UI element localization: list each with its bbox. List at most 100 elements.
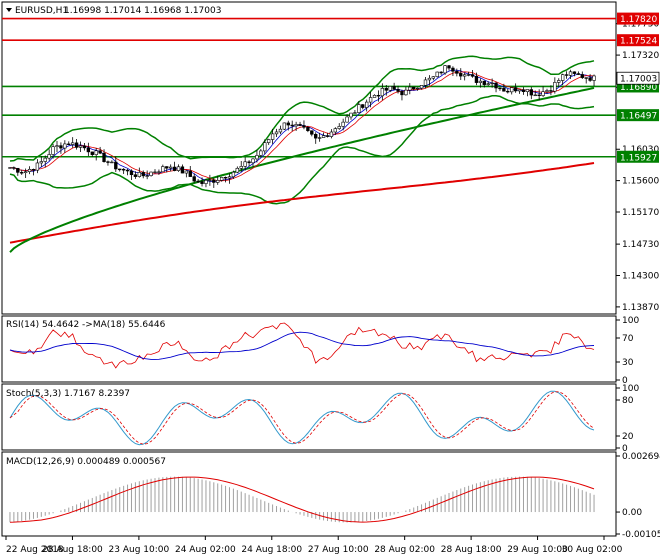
candle-body: [463, 74, 467, 77]
candle-body: [553, 82, 557, 92]
candle-body: [494, 82, 498, 89]
candle-body: [290, 124, 294, 127]
time-tick-label: 23 Aug 10:00: [109, 545, 170, 555]
candle-body: [274, 131, 279, 135]
candle-body: [23, 171, 28, 173]
candle-body: [372, 94, 377, 98]
candle-body: [439, 71, 443, 74]
price-tick-label: 1.13870: [622, 303, 659, 313]
level-tag: [617, 150, 659, 163]
candle-body: [545, 90, 549, 92]
candle-body: [592, 75, 596, 81]
candle-body: [39, 161, 43, 164]
candle-body: [557, 80, 561, 83]
candle-body: [145, 175, 149, 177]
candle-body: [588, 77, 592, 81]
candle-body: [286, 122, 290, 126]
candle-body: [63, 143, 67, 149]
candle-body: [525, 89, 530, 93]
level-tag: [617, 34, 659, 47]
candle-body: [212, 179, 216, 183]
candle-body: [239, 166, 243, 169]
sub-tick-label: 30: [622, 358, 634, 368]
candle-body: [345, 116, 349, 123]
candle-body: [157, 171, 161, 173]
candle-body: [102, 152, 106, 162]
candle-body: [521, 89, 526, 93]
candle-body: [298, 124, 302, 126]
candle-body: [408, 86, 412, 91]
candle-body: [125, 169, 130, 172]
candle-body: [67, 143, 71, 146]
sub-tick-label: 20: [622, 432, 634, 442]
candle-body: [12, 167, 16, 169]
price-tick-label: 1.17320: [622, 51, 659, 61]
candle-body: [282, 122, 287, 130]
candle-body: [71, 142, 75, 145]
candle-body: [267, 139, 271, 143]
rsi-label: RSI(14) 54.4642 ->MA(18) 55.6446: [6, 320, 166, 330]
candle-body: [255, 155, 259, 160]
candle-body: [184, 170, 189, 174]
candle-body: [259, 150, 263, 156]
candle-body: [349, 112, 353, 118]
candle-body: [470, 74, 475, 77]
candle-body: [576, 73, 581, 75]
time-tick-label: 22 Aug 2018: [6, 545, 64, 555]
candle-body: [165, 166, 169, 169]
candle-body: [400, 91, 404, 96]
candle-body: [153, 171, 157, 174]
sub-tick-label: 100: [622, 384, 639, 394]
candle-body: [580, 74, 584, 78]
candle-body: [149, 171, 153, 176]
price-tick-label: 1.15170: [622, 208, 659, 218]
candle-body: [447, 65, 451, 69]
price-tick-label: 1.17750: [622, 20, 659, 30]
candle-body: [43, 157, 47, 162]
level-tag-label: 1.17524: [620, 37, 657, 47]
symbol-dropdown-icon[interactable]: [6, 8, 12, 12]
level-tag: [617, 12, 659, 25]
candle-body: [357, 104, 361, 113]
candle-body: [208, 179, 212, 182]
candle-body: [129, 170, 134, 176]
candle-body: [278, 128, 283, 133]
candle-body: [486, 83, 490, 85]
candle-body: [517, 89, 522, 92]
candle-body: [533, 94, 537, 97]
stoch-main-line: [9, 390, 595, 446]
candle-body: [106, 161, 110, 163]
candle-body: [466, 74, 471, 76]
candle-body: [443, 65, 447, 74]
price-tick-label: 1.14300: [622, 272, 659, 282]
candle-body: [314, 133, 318, 139]
candle-body: [118, 168, 122, 171]
candle-body: [435, 71, 439, 78]
price-panel-frame: [1, 1, 617, 315]
macd-signal-line: [9, 476, 595, 523]
candle-body: [541, 91, 545, 96]
level-tag-label: 1.15927: [620, 153, 657, 163]
candle-body: [216, 180, 220, 183]
level-tag-label: 1.16497: [620, 112, 657, 122]
candle-body: [537, 94, 541, 97]
price-tick-label: 1.14730: [622, 240, 659, 250]
candle-body: [55, 145, 59, 148]
level-tag-label: 1.16890: [620, 83, 657, 93]
time-tick-label: 30 Aug 02:00: [562, 545, 623, 555]
candle-body: [392, 86, 396, 90]
candle-body: [98, 150, 102, 154]
candle-body: [310, 130, 314, 135]
candle-body: [325, 135, 330, 137]
symbol-header: EURUSD,H1: [15, 6, 68, 16]
time-tick-label: 28 Aug 18:00: [441, 545, 502, 555]
rsi-line: [9, 322, 595, 369]
candle-body: [51, 146, 55, 155]
candle-body: [419, 85, 424, 89]
candle-body: [490, 82, 494, 85]
price-tick-label: 1.16030: [622, 145, 659, 155]
candle-body: [412, 86, 416, 90]
candle-body: [196, 180, 200, 183]
candle-body: [376, 94, 381, 97]
